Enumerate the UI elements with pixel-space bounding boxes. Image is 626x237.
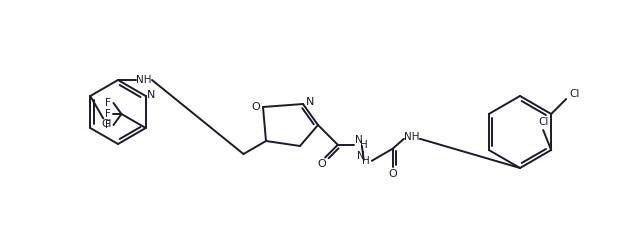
Text: O: O [252,102,260,112]
Text: NH: NH [404,132,419,142]
Text: N: N [357,151,365,161]
Text: F: F [105,109,110,119]
Text: H: H [362,156,370,166]
Text: F: F [105,98,110,108]
Text: Cl: Cl [538,117,548,127]
Text: O: O [318,159,326,169]
Text: Cl: Cl [569,89,580,99]
Text: N: N [306,97,314,107]
Text: H: H [360,140,367,150]
Text: F: F [105,120,110,130]
Text: N: N [146,90,155,100]
Text: N: N [355,135,362,145]
Text: NH: NH [136,75,151,85]
Text: O: O [388,169,397,179]
Text: Cl: Cl [101,118,111,128]
